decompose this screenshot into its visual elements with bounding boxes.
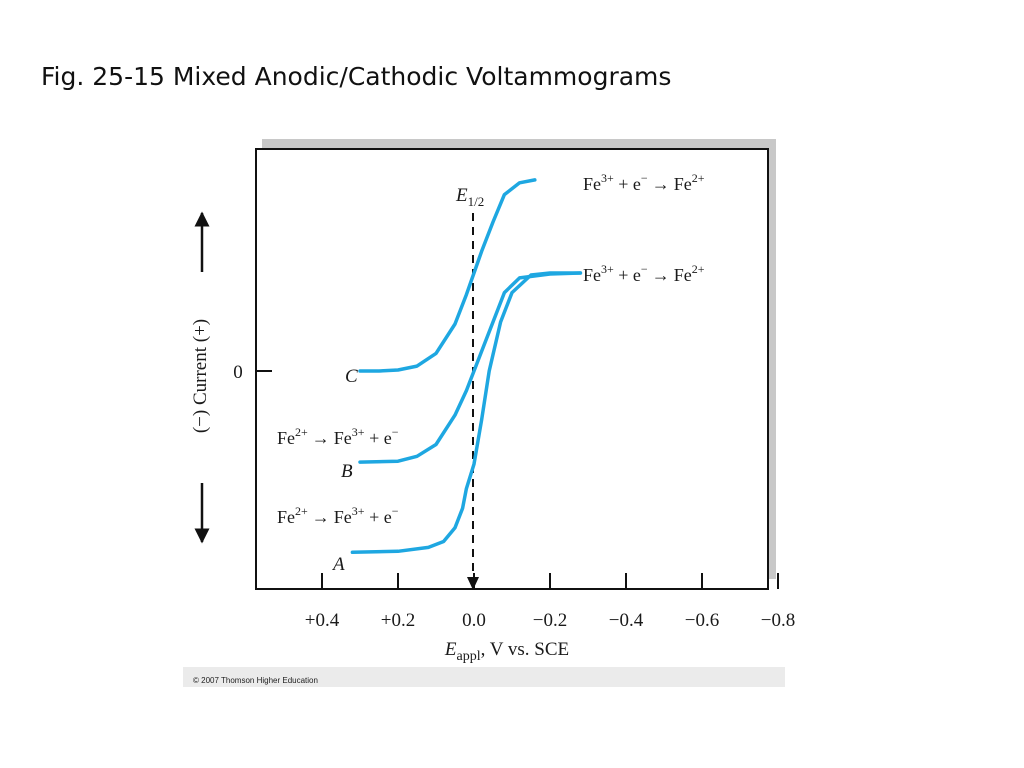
series-line-b bbox=[358, 271, 583, 464]
x-tick-label: +0.4 bbox=[305, 610, 340, 631]
reaction-lower1-reactant: Fe bbox=[277, 428, 295, 448]
reaction-lower1-product-charge: 3+ bbox=[352, 425, 365, 439]
reaction-lower2-arrow: → bbox=[312, 507, 330, 527]
reaction-middle-reactant: Fe bbox=[583, 265, 601, 285]
curve-label-a: A bbox=[331, 554, 345, 575]
e-half-label: E1/2 bbox=[455, 185, 484, 209]
reaction-upper-reactant: Fe bbox=[583, 174, 601, 194]
x-tick-label: 0.0 bbox=[462, 610, 486, 631]
copyright-strip bbox=[183, 667, 785, 687]
x-tick-label: −0.6 bbox=[685, 610, 719, 631]
reaction-label-lower-1: Fe2+ → Fe3+ + e− bbox=[277, 425, 399, 448]
x-tick-label: −0.8 bbox=[761, 610, 795, 631]
slide-title: Fig. 25-15 Mixed Anodic/Cathodic Voltamm… bbox=[41, 62, 672, 91]
e-half-label-main: E bbox=[455, 185, 468, 206]
y-axis-label: (−) Current (+) bbox=[190, 319, 211, 433]
reaction-lower1-tail: + e bbox=[365, 428, 392, 448]
series-line-a bbox=[350, 271, 583, 555]
reaction-middle-arrow: → bbox=[652, 265, 670, 285]
reaction-middle-product-charge: 2+ bbox=[692, 262, 705, 276]
reaction-upper-tail: + e bbox=[614, 174, 641, 194]
reaction-upper-arrow: → bbox=[652, 174, 670, 194]
x-tick-label: −0.4 bbox=[609, 610, 644, 631]
reaction-label-middle: Fe3+ + e− → Fe2+ bbox=[583, 262, 705, 285]
y-zero-label: 0 bbox=[233, 362, 243, 383]
reaction-upper-reactant-charge: 3+ bbox=[601, 171, 614, 185]
curve-label-b: B bbox=[341, 461, 353, 482]
reaction-upper-product: Fe bbox=[674, 174, 692, 194]
reaction-middle-reactant-charge: 3+ bbox=[601, 262, 614, 276]
x-axis-label-main: E bbox=[444, 639, 457, 660]
reaction-lower2-electron-charge: − bbox=[392, 504, 399, 518]
curve-label-c: C bbox=[345, 366, 358, 387]
reaction-label-upper: Fe3+ + e− → Fe2+ bbox=[583, 171, 705, 194]
reaction-lower2-product-charge: 3+ bbox=[352, 504, 365, 518]
copyright-text: © 2007 Thomson Higher Education bbox=[193, 676, 318, 685]
reaction-middle-tail: + e bbox=[614, 265, 641, 285]
reaction-lower1-electron-charge: − bbox=[392, 425, 399, 439]
x-tick-label: +0.2 bbox=[381, 610, 415, 631]
x-axis-label-sub: appl bbox=[456, 649, 480, 664]
x-tick-label: −0.2 bbox=[533, 610, 567, 631]
reaction-lower2-tail: + e bbox=[365, 507, 392, 527]
reaction-lower1-product: Fe bbox=[334, 428, 352, 448]
e-half-label-sub: 1/2 bbox=[468, 194, 485, 209]
reaction-upper-electron-charge: − bbox=[641, 171, 648, 185]
reaction-lower2-reactant: Fe bbox=[277, 507, 295, 527]
series-line-c bbox=[358, 178, 537, 373]
reaction-lower1-arrow: → bbox=[312, 428, 330, 448]
reaction-label-lower-2: Fe2+ → Fe3+ + e− bbox=[277, 504, 399, 527]
reaction-middle-electron-charge: − bbox=[641, 262, 648, 276]
reaction-lower2-reactant-charge: 2+ bbox=[295, 504, 308, 518]
reaction-lower2-product: Fe bbox=[334, 507, 352, 527]
plot-frame bbox=[255, 148, 769, 590]
x-axis-label-rest: , V vs. SCE bbox=[481, 639, 570, 660]
reaction-lower1-reactant-charge: 2+ bbox=[295, 425, 308, 439]
x-axis-label: Eappl, V vs. SCE bbox=[444, 639, 569, 664]
reaction-middle-product: Fe bbox=[674, 265, 692, 285]
reaction-upper-product-charge: 2+ bbox=[692, 171, 705, 185]
